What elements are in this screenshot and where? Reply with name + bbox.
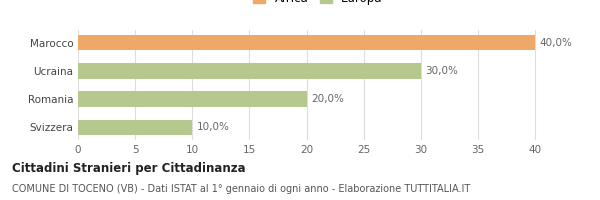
Bar [78,63,421,79]
Text: 40,0%: 40,0% [540,38,572,48]
Text: 30,0%: 30,0% [425,66,458,76]
Text: 20,0%: 20,0% [311,94,344,104]
Text: 10,0%: 10,0% [197,122,230,132]
Text: COMUNE DI TOCENO (VB) - Dati ISTAT al 1° gennaio di ogni anno - Elaborazione TUT: COMUNE DI TOCENO (VB) - Dati ISTAT al 1°… [12,184,470,194]
Bar [78,120,192,135]
Legend: Africa, Europa: Africa, Europa [251,0,385,7]
Bar [78,91,307,107]
Text: Cittadini Stranieri per Cittadinanza: Cittadini Stranieri per Cittadinanza [12,162,245,175]
Bar [78,35,535,50]
